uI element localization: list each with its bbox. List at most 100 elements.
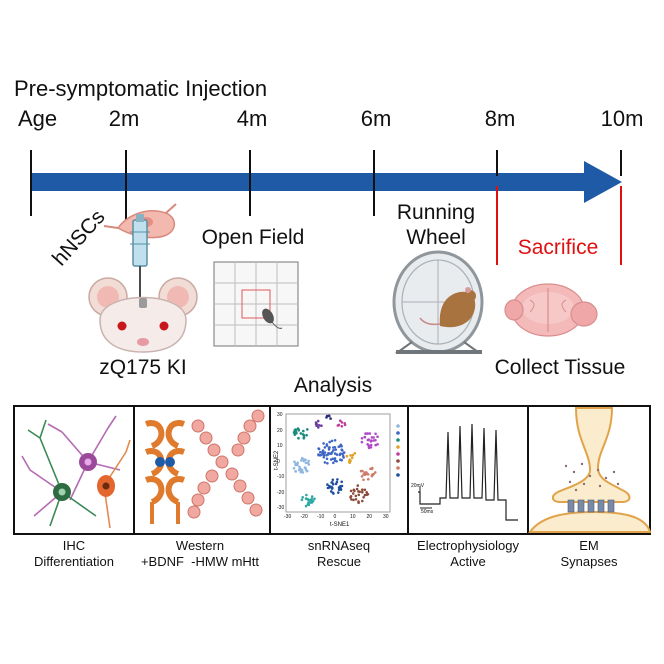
tsne-point xyxy=(349,496,352,499)
tsne-point xyxy=(323,446,327,449)
tsne-point xyxy=(317,453,320,456)
caption-snrnaseq-1: snRNAseq xyxy=(307,538,371,553)
tsne-point xyxy=(352,488,356,492)
tick-label-6m: 6m xyxy=(360,106,392,131)
tsne-point xyxy=(331,478,335,482)
tsne-point xyxy=(366,438,370,442)
tsne-point xyxy=(352,498,355,502)
tsne-y-tick: 30 xyxy=(277,412,283,418)
panel-ephys xyxy=(407,405,529,535)
analysis-title: Analysis xyxy=(293,374,373,397)
tsne-x-tick: 0 xyxy=(333,514,337,520)
tsne-point xyxy=(296,427,300,430)
tsne-x-tick: 30 xyxy=(383,514,389,520)
tsne-point xyxy=(303,466,307,469)
tsne-point xyxy=(337,491,340,494)
tsne-point xyxy=(341,452,345,456)
tsne-legend-swatch xyxy=(396,459,400,463)
tsne-point xyxy=(366,473,370,476)
tsne-point xyxy=(307,459,310,463)
tsne-point xyxy=(323,451,327,454)
tsne-x-tick: -20 xyxy=(300,514,308,520)
tsne-point xyxy=(360,475,364,478)
tsne-point xyxy=(368,432,372,435)
tsne-point xyxy=(367,444,371,447)
tsne-point xyxy=(332,461,335,465)
tsne-point xyxy=(301,496,305,499)
tsne-point xyxy=(304,458,307,462)
tsne-point xyxy=(299,470,303,474)
syringe-icon xyxy=(130,214,150,298)
tick-label-10m: 10m xyxy=(600,106,644,131)
tsne-point xyxy=(333,439,337,442)
tsne-point xyxy=(339,444,342,448)
tsne-legend-swatch xyxy=(396,445,400,449)
tsne-point xyxy=(297,436,300,440)
tsne-point xyxy=(359,469,363,473)
tsne-point xyxy=(371,473,374,476)
tsne-point xyxy=(370,467,374,471)
tsne-point xyxy=(328,446,331,449)
tsne-point xyxy=(320,424,323,428)
tsne-point xyxy=(326,462,329,465)
tsne-point xyxy=(320,453,324,456)
tsne-y-tick: 0 xyxy=(277,458,280,465)
tsne-point xyxy=(298,465,301,469)
tsne-point xyxy=(328,414,331,418)
tsne-point xyxy=(304,468,308,471)
tsne-point xyxy=(326,486,330,490)
tsne-point xyxy=(300,468,304,472)
tsne-point xyxy=(304,461,308,465)
tsne-point xyxy=(360,437,364,440)
tsne-point xyxy=(302,429,305,433)
running-label: Running xyxy=(396,201,476,224)
tsne-point xyxy=(317,424,321,427)
sacrifice-label: Sacrifice xyxy=(517,236,599,259)
brain-icon xyxy=(504,283,598,337)
tsne-point xyxy=(366,492,370,496)
tsne-point xyxy=(331,483,335,486)
tsne-point xyxy=(374,432,377,436)
tsne-legend-swatch xyxy=(396,424,400,428)
tsne-point xyxy=(357,493,361,497)
tsne-point xyxy=(366,432,370,435)
tsne-point xyxy=(369,443,373,447)
protein-icon xyxy=(144,409,265,524)
tsne-point xyxy=(325,444,329,447)
tsne-point xyxy=(325,414,329,418)
model-label: zQ175 KI xyxy=(99,356,187,379)
tsne-point xyxy=(362,478,365,482)
tsne-point xyxy=(372,439,375,442)
tsne-point xyxy=(362,496,365,499)
caption-ihc-2: Differentiation xyxy=(34,554,114,569)
tsne-point xyxy=(356,484,360,487)
tsne-point xyxy=(374,443,378,447)
tsne-point xyxy=(340,421,344,424)
tsne-point xyxy=(358,490,362,494)
tsne-point xyxy=(340,484,344,488)
tick-label-8m: 8m xyxy=(484,106,516,131)
tsne-point xyxy=(319,450,322,454)
tsne-point xyxy=(299,432,303,435)
timeline-arrow-head xyxy=(584,161,622,203)
tsne-point xyxy=(369,439,373,442)
tsne-y-tick: 10 xyxy=(277,443,283,449)
tsne-point xyxy=(298,468,301,472)
tsne-point xyxy=(353,452,357,455)
tsne-plot-icon xyxy=(285,413,400,513)
tsne-point xyxy=(347,460,351,464)
tsne-point xyxy=(363,488,367,492)
tsne-point xyxy=(309,501,313,504)
neurons-icon xyxy=(21,415,131,529)
tsne-point xyxy=(361,488,364,492)
caption-em-1: EM xyxy=(579,538,599,553)
tsne-point xyxy=(355,487,359,491)
tsne-point xyxy=(350,456,354,460)
caption-western-1: Western xyxy=(175,538,225,553)
tsne-point xyxy=(354,494,358,498)
tsne-point xyxy=(329,417,332,420)
tsne-point xyxy=(294,429,297,433)
tsne-point xyxy=(326,483,329,486)
tsne-point xyxy=(321,450,325,454)
